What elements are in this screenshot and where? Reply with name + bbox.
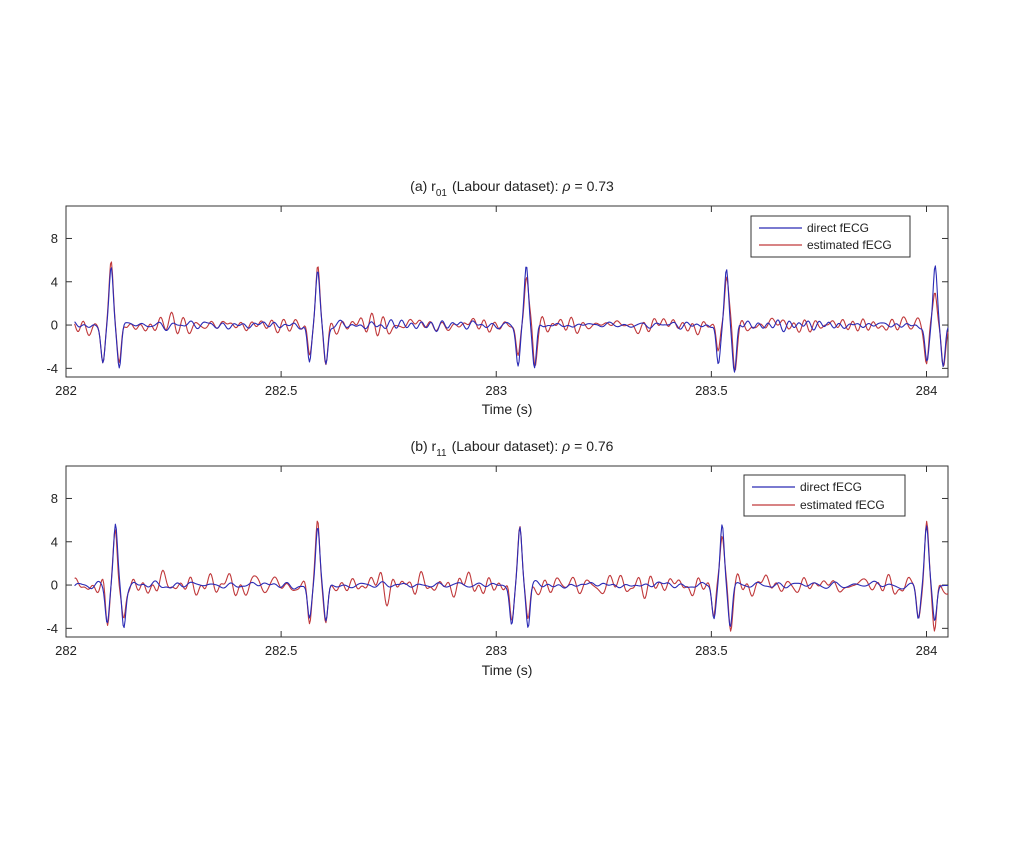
- chart-title: (b) r11 (Labour dataset): ρ = 0.76: [411, 438, 614, 459]
- x-axis: 282 282.5 283 283.5 284: [55, 206, 937, 398]
- legend-estimated-label: estimated fECG: [807, 238, 892, 252]
- legend-direct-label: direct fECG: [807, 221, 869, 235]
- x-axis-label: Time (s): [482, 401, 533, 417]
- legend: direct fECG estimated fECG: [743, 474, 906, 517]
- title-subscript: 11: [436, 448, 447, 459]
- series-group: [74, 261, 949, 373]
- x-tick-label: 282.5: [265, 643, 298, 658]
- estimated-fecg-series: [74, 520, 949, 632]
- legend-estimated-label: estimated fECG: [800, 498, 885, 512]
- legend-direct-label: direct fECG: [800, 480, 862, 494]
- estimated-fecg-series: [74, 261, 949, 371]
- series-group: [74, 520, 949, 632]
- chart-title: (a) r01 (Labour dataset): ρ = 0.73: [410, 178, 614, 199]
- x-tick-label: 284: [916, 383, 938, 398]
- plot-area: [65, 465, 949, 638]
- x-tick-label: 282.5: [265, 383, 298, 398]
- y-tick-label: 0: [51, 578, 58, 593]
- x-axis: 282 282.5 283 283.5 284: [55, 466, 937, 658]
- y-axis: -4 0 4 8: [46, 231, 948, 376]
- x-tick-label: 283: [485, 383, 507, 398]
- y-tick-label: -4: [46, 621, 58, 636]
- x-tick-label: 282: [55, 383, 77, 398]
- y-tick-label: 8: [51, 491, 58, 506]
- chart-panel-a: (a) r01 (Labour dataset): ρ = 0.73 -4 0 4 8 2…: [46, 178, 949, 417]
- legend-box: [750, 215, 911, 258]
- direct-fecg-series: [74, 265, 949, 373]
- x-tick-label: 283: [485, 643, 507, 658]
- x-tick-label: 283.5: [695, 643, 728, 658]
- y-tick-label: 4: [51, 534, 58, 549]
- y-tick-label: 8: [51, 231, 58, 246]
- x-tick-label: 282: [55, 643, 77, 658]
- chart-panel-b: (b) r11 (Labour dataset): ρ = 0.76 -4 0 4 8 2…: [46, 438, 949, 678]
- x-tick-label: 283.5: [695, 383, 728, 398]
- x-axis-label: Time (s): [482, 662, 533, 678]
- plot-area: [65, 205, 949, 378]
- x-tick-label: 284: [916, 643, 938, 658]
- y-tick-label: 0: [51, 318, 58, 333]
- y-tick-label: -4: [46, 361, 58, 376]
- title-subscript: 01: [436, 188, 448, 199]
- legend: direct fECG estimated fECG: [750, 215, 911, 258]
- legend-box: [743, 474, 906, 517]
- direct-fecg-series: [74, 523, 949, 629]
- y-tick-label: 4: [51, 274, 58, 289]
